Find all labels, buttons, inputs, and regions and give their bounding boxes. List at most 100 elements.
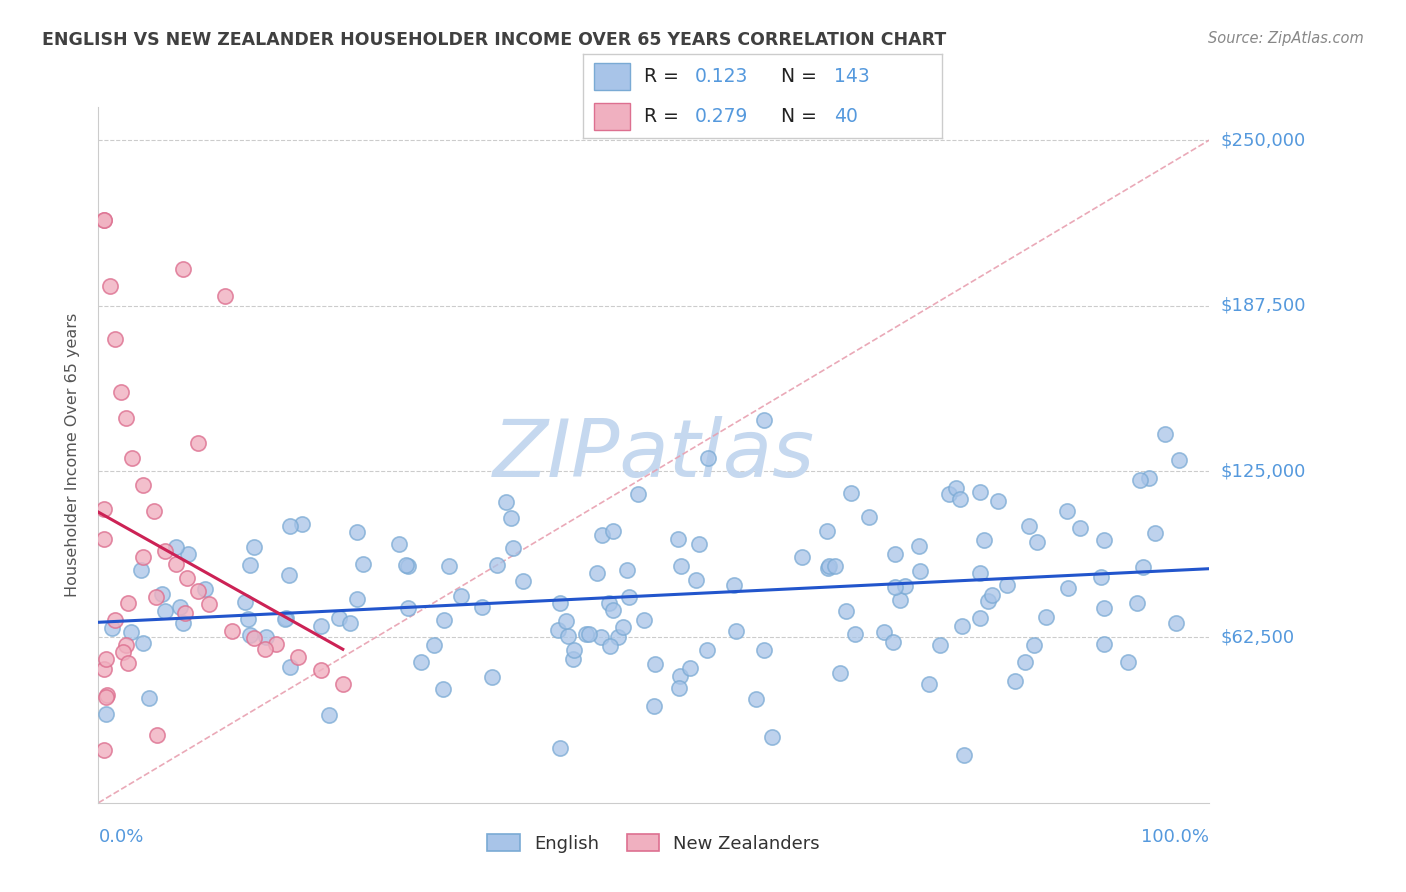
Point	[612, 620, 634, 634]
Point	[115, 638, 138, 652]
Point	[561, 651, 583, 665]
Point	[173, 606, 195, 620]
Point	[599, 640, 621, 654]
Point	[616, 563, 638, 577]
Text: 0.0%: 0.0%	[98, 828, 143, 846]
Text: ENGLISH VS NEW ZEALANDER HOUSEHOLDER INCOME OVER 65 YEARS CORRELATION CHART: ENGLISH VS NEW ZEALANDER HOUSEHOLDER INC…	[42, 31, 946, 49]
Point	[1116, 655, 1139, 669]
Point	[884, 547, 907, 561]
Point	[685, 573, 707, 587]
Point	[889, 593, 911, 607]
Point	[697, 451, 720, 466]
Point	[264, 637, 287, 651]
Point	[744, 692, 766, 706]
Point	[1056, 504, 1078, 518]
Point	[96, 690, 118, 704]
Point	[602, 602, 624, 616]
Point	[214, 288, 236, 302]
Point	[423, 638, 446, 652]
Point	[1143, 526, 1166, 541]
Point	[1057, 581, 1080, 595]
Point	[1022, 638, 1045, 652]
Text: $125,000: $125,000	[1220, 462, 1306, 481]
Point	[893, 578, 915, 592]
Point	[945, 481, 967, 495]
Text: $62,500: $62,500	[1220, 628, 1295, 646]
Bar	[595, 62, 630, 90]
Point	[138, 690, 160, 705]
Point	[1025, 535, 1047, 549]
Point	[591, 528, 613, 542]
Point	[817, 559, 839, 574]
Point	[96, 688, 118, 702]
Point	[696, 643, 718, 657]
Point	[761, 730, 783, 744]
Point	[828, 666, 851, 681]
Point	[278, 568, 301, 582]
Point	[93, 502, 115, 516]
Point	[633, 613, 655, 627]
Point	[129, 563, 152, 577]
Point	[485, 558, 508, 572]
Point	[145, 590, 167, 604]
Text: $187,500: $187,500	[1220, 297, 1306, 315]
Point	[439, 559, 461, 574]
Point	[328, 611, 350, 625]
Point	[153, 604, 176, 618]
Point	[166, 540, 188, 554]
Point	[388, 537, 411, 551]
Point	[394, 558, 416, 573]
Point	[607, 630, 630, 644]
Point	[882, 635, 904, 649]
Point	[669, 558, 692, 573]
Point	[578, 627, 600, 641]
Point	[1125, 596, 1147, 610]
Point	[481, 670, 503, 684]
Point	[132, 635, 155, 649]
Point	[274, 611, 297, 625]
Point	[969, 611, 991, 625]
Point	[547, 623, 569, 637]
Text: $250,000: $250,000	[1220, 131, 1306, 149]
Point	[679, 660, 702, 674]
Bar	[595, 103, 630, 130]
Point	[1166, 615, 1188, 630]
Point	[153, 544, 176, 558]
Point	[908, 564, 931, 578]
Point	[309, 663, 332, 677]
Point	[1018, 519, 1040, 533]
Point	[873, 624, 896, 639]
Point	[132, 477, 155, 491]
Point	[617, 590, 640, 604]
Point	[396, 559, 419, 574]
Point	[512, 574, 534, 588]
Point	[145, 728, 167, 742]
Point	[152, 587, 174, 601]
Point	[274, 611, 297, 625]
Text: R =: R =	[644, 107, 685, 126]
Point	[1137, 471, 1160, 485]
Point	[187, 435, 209, 450]
Point	[1004, 673, 1026, 688]
Point	[977, 594, 1000, 608]
Point	[120, 624, 142, 639]
Point	[548, 596, 571, 610]
Point	[132, 550, 155, 565]
Point	[643, 698, 665, 713]
Point	[575, 627, 598, 641]
Point	[1069, 521, 1091, 535]
Point	[346, 592, 368, 607]
Point	[495, 495, 517, 509]
Point	[111, 645, 134, 659]
Point	[254, 630, 277, 644]
Point	[115, 411, 138, 425]
Point	[981, 588, 1004, 602]
Point	[346, 525, 368, 540]
Point	[883, 580, 905, 594]
Point	[243, 540, 266, 554]
Point	[121, 451, 143, 466]
Point	[309, 619, 332, 633]
Legend: English, New Zealanders: English, New Zealanders	[481, 827, 827, 860]
Point	[93, 662, 115, 676]
Point	[117, 596, 139, 610]
